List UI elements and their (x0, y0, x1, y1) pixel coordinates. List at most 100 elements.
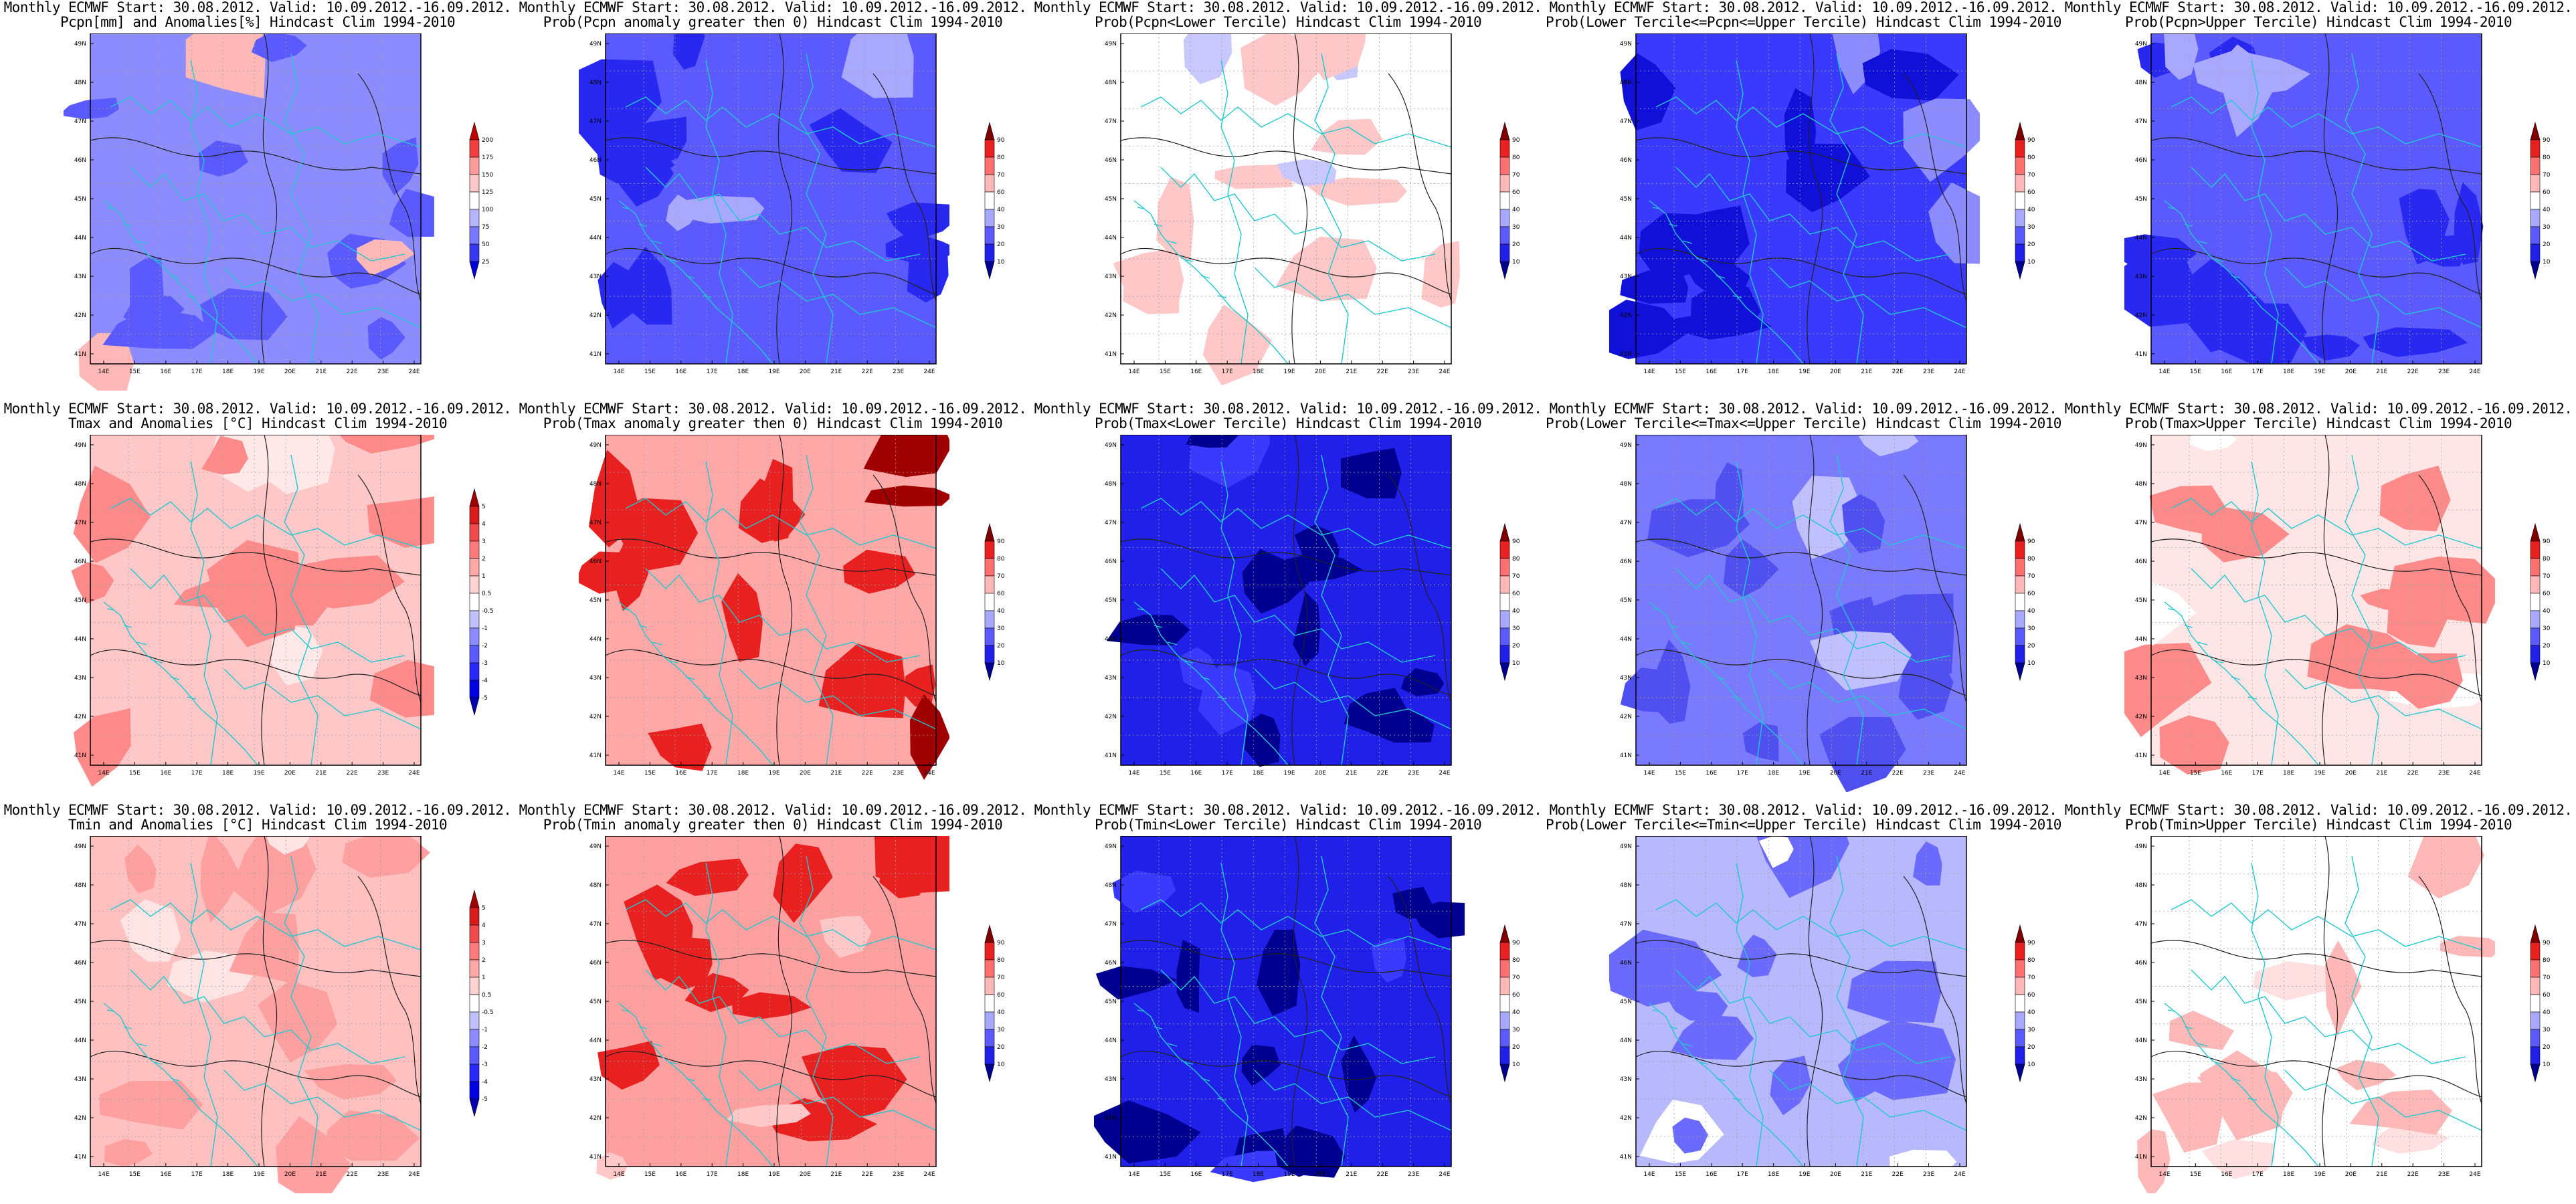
border-line (2191, 568, 2466, 663)
latitude-tick-label: 42N (1105, 714, 1117, 720)
border-line (1655, 498, 1967, 549)
map-plot: 41N 42N 43N 44N 45N 46N 47N 48N 49N 14E 15E 16E 17E 1… (1094, 836, 1465, 1183)
colorbar-label: 75 (482, 224, 489, 231)
colorbar: 5 4 3 2 1 0.5 -0.5 -1 -2 -3 -4 -5 (468, 476, 509, 728)
colorbar-label: 90 (1512, 538, 1520, 545)
longitude-tick-label: 18E (222, 1171, 234, 1178)
latitude-tick-label: 47N (2135, 921, 2147, 928)
longitude-tick-label: 22E (2407, 770, 2419, 777)
field-contour-fill (173, 579, 290, 609)
border-line (1736, 862, 1764, 1167)
latitude-tick-label: 42N (1105, 312, 1117, 319)
colorbar-swatch (2530, 593, 2541, 611)
colorbar-label: 70 (2543, 172, 2551, 179)
field-contour-fill (864, 485, 949, 507)
longitude-tick-label: 21E (1861, 1171, 1872, 1178)
colorbar-label: 60 (997, 992, 1005, 999)
latitude-tick-label: 46N (1105, 559, 1117, 565)
border-line (130, 568, 405, 663)
border-line (2171, 498, 2482, 549)
latitude-tick-label: 44N (1105, 235, 1117, 241)
climatology-contour (1388, 876, 1452, 1104)
field-contour-fill (1421, 241, 1460, 308)
colorbar-swatch (469, 662, 480, 681)
latitude-tick-label: 43N (1105, 675, 1117, 682)
colorbar-swatch (469, 697, 480, 716)
longitude-tick-label: 23E (377, 1171, 389, 1178)
longitude-tick-label: 17E (191, 369, 203, 375)
border-line (2171, 96, 2482, 148)
latitude-tick-label: 47N (2135, 118, 2147, 125)
longitude-tick-label: 15E (129, 770, 141, 777)
longitude-tick-label: 14E (613, 1171, 624, 1178)
latitude-tick-label: 45N (74, 196, 86, 203)
panel-title: Monthly ECMWF Start: 30.08.2012. Valid: … (0, 0, 515, 29)
latitude-tick-label: 49N (589, 41, 602, 47)
field-contour-fill (276, 1116, 351, 1193)
field-contour-fill (1832, 33, 1881, 94)
field-contour-fill (2137, 1129, 2171, 1193)
panel-variable-line: Prob(Pcpn>Upper Tercile) Hindcast Clim 1… (2124, 14, 2512, 30)
colorbar-swatch (1499, 662, 1510, 682)
field-contour-fill (251, 33, 307, 62)
map-plot: 41N 42N 43N 44N 45N 46N 47N 48N 49N 14E 15E 16E 17E 1… (1105, 435, 1452, 777)
latitude-tick-label: 46N (1620, 157, 1632, 164)
colorbar-label: -2 (482, 1044, 488, 1051)
colorbar-swatch (2530, 209, 2541, 227)
longitude-tick-label: 15E (1675, 1171, 1686, 1178)
field-contour-fill (1241, 1044, 1281, 1086)
field-contour-fill (809, 108, 893, 173)
longitude-tick-label: 18E (2283, 1171, 2294, 1178)
colorbar-swatch (469, 174, 480, 193)
longitude-tick-label: 17E (1222, 1171, 1233, 1178)
colorbar: 200 175 150 125 100 75 50 25 (468, 109, 509, 292)
map-plot: 41N 42N 43N 44N 45N 46N 47N 48N 49N 14E 15E 16E 17E 1… (74, 836, 430, 1193)
colorbar-label: 60 (2543, 189, 2551, 196)
field-contour-fill (596, 1152, 628, 1180)
longitude-tick-label: 20E (2345, 1171, 2357, 1178)
field-contour-fill (1341, 1035, 1377, 1113)
latitude-tick-label: 47N (2135, 520, 2147, 526)
longitude-tick-label: 16E (2221, 1171, 2232, 1178)
border-line (284, 856, 318, 1167)
border-line (110, 498, 422, 549)
climatology-contour (2322, 435, 2338, 766)
colorbar-swatch (469, 1081, 480, 1100)
colorbar-label: 90 (997, 940, 1005, 946)
colorbar-swatch (2530, 1029, 2541, 1047)
longitude-tick-label: 22E (2407, 369, 2419, 375)
colorbar-swatch (2530, 924, 2541, 943)
latitude-tick-label: 45N (1105, 597, 1117, 604)
panel-title: Monthly ECMWF Start: 30.08.2012. Valid: … (515, 803, 1030, 832)
field-contour-fill (2302, 334, 2360, 361)
colorbar-swatch (984, 540, 995, 559)
longitude-tick-label: 21E (830, 1171, 842, 1178)
climatology-contour (776, 435, 793, 766)
panel-title: Monthly ECMWF Start: 30.08.2012. Valid: … (515, 0, 1030, 29)
colorbar-label: 20 (2543, 241, 2551, 248)
latitude-tick-label: 44N (589, 636, 602, 643)
longitude-tick-label: 21E (1861, 369, 1872, 375)
longitude-tick-label: 14E (2158, 1171, 2170, 1178)
colorbar-label: -4 (482, 1079, 488, 1086)
longitude-tick-label: 23E (1408, 369, 1419, 375)
field-contour-fill (266, 836, 310, 855)
latitude-tick-label: 43N (589, 1076, 602, 1083)
border-line (2191, 969, 2466, 1064)
colorbar-swatch (469, 924, 480, 943)
colorbar-label: 60 (997, 591, 1005, 597)
field-contour-fill (1257, 929, 1301, 1016)
border-line (190, 461, 218, 766)
longitude-tick-label: 19E (768, 770, 779, 777)
field-contour-fill (2201, 1139, 2275, 1179)
colorbar-swatch (1499, 1011, 1510, 1030)
border-line (106, 1009, 197, 1101)
panel-title: Monthly ECMWF Start: 30.08.2012. Valid: … (2061, 803, 2576, 832)
field-contour-fill (1671, 1015, 1754, 1060)
border-line (622, 207, 712, 298)
colorbar-label: 10 (997, 660, 1005, 667)
longitude-tick-label: 17E (707, 369, 718, 375)
border-line (2344, 53, 2379, 365)
latitude-tick-label: 42N (589, 312, 602, 319)
colorbar-label: 80 (2543, 155, 2551, 161)
